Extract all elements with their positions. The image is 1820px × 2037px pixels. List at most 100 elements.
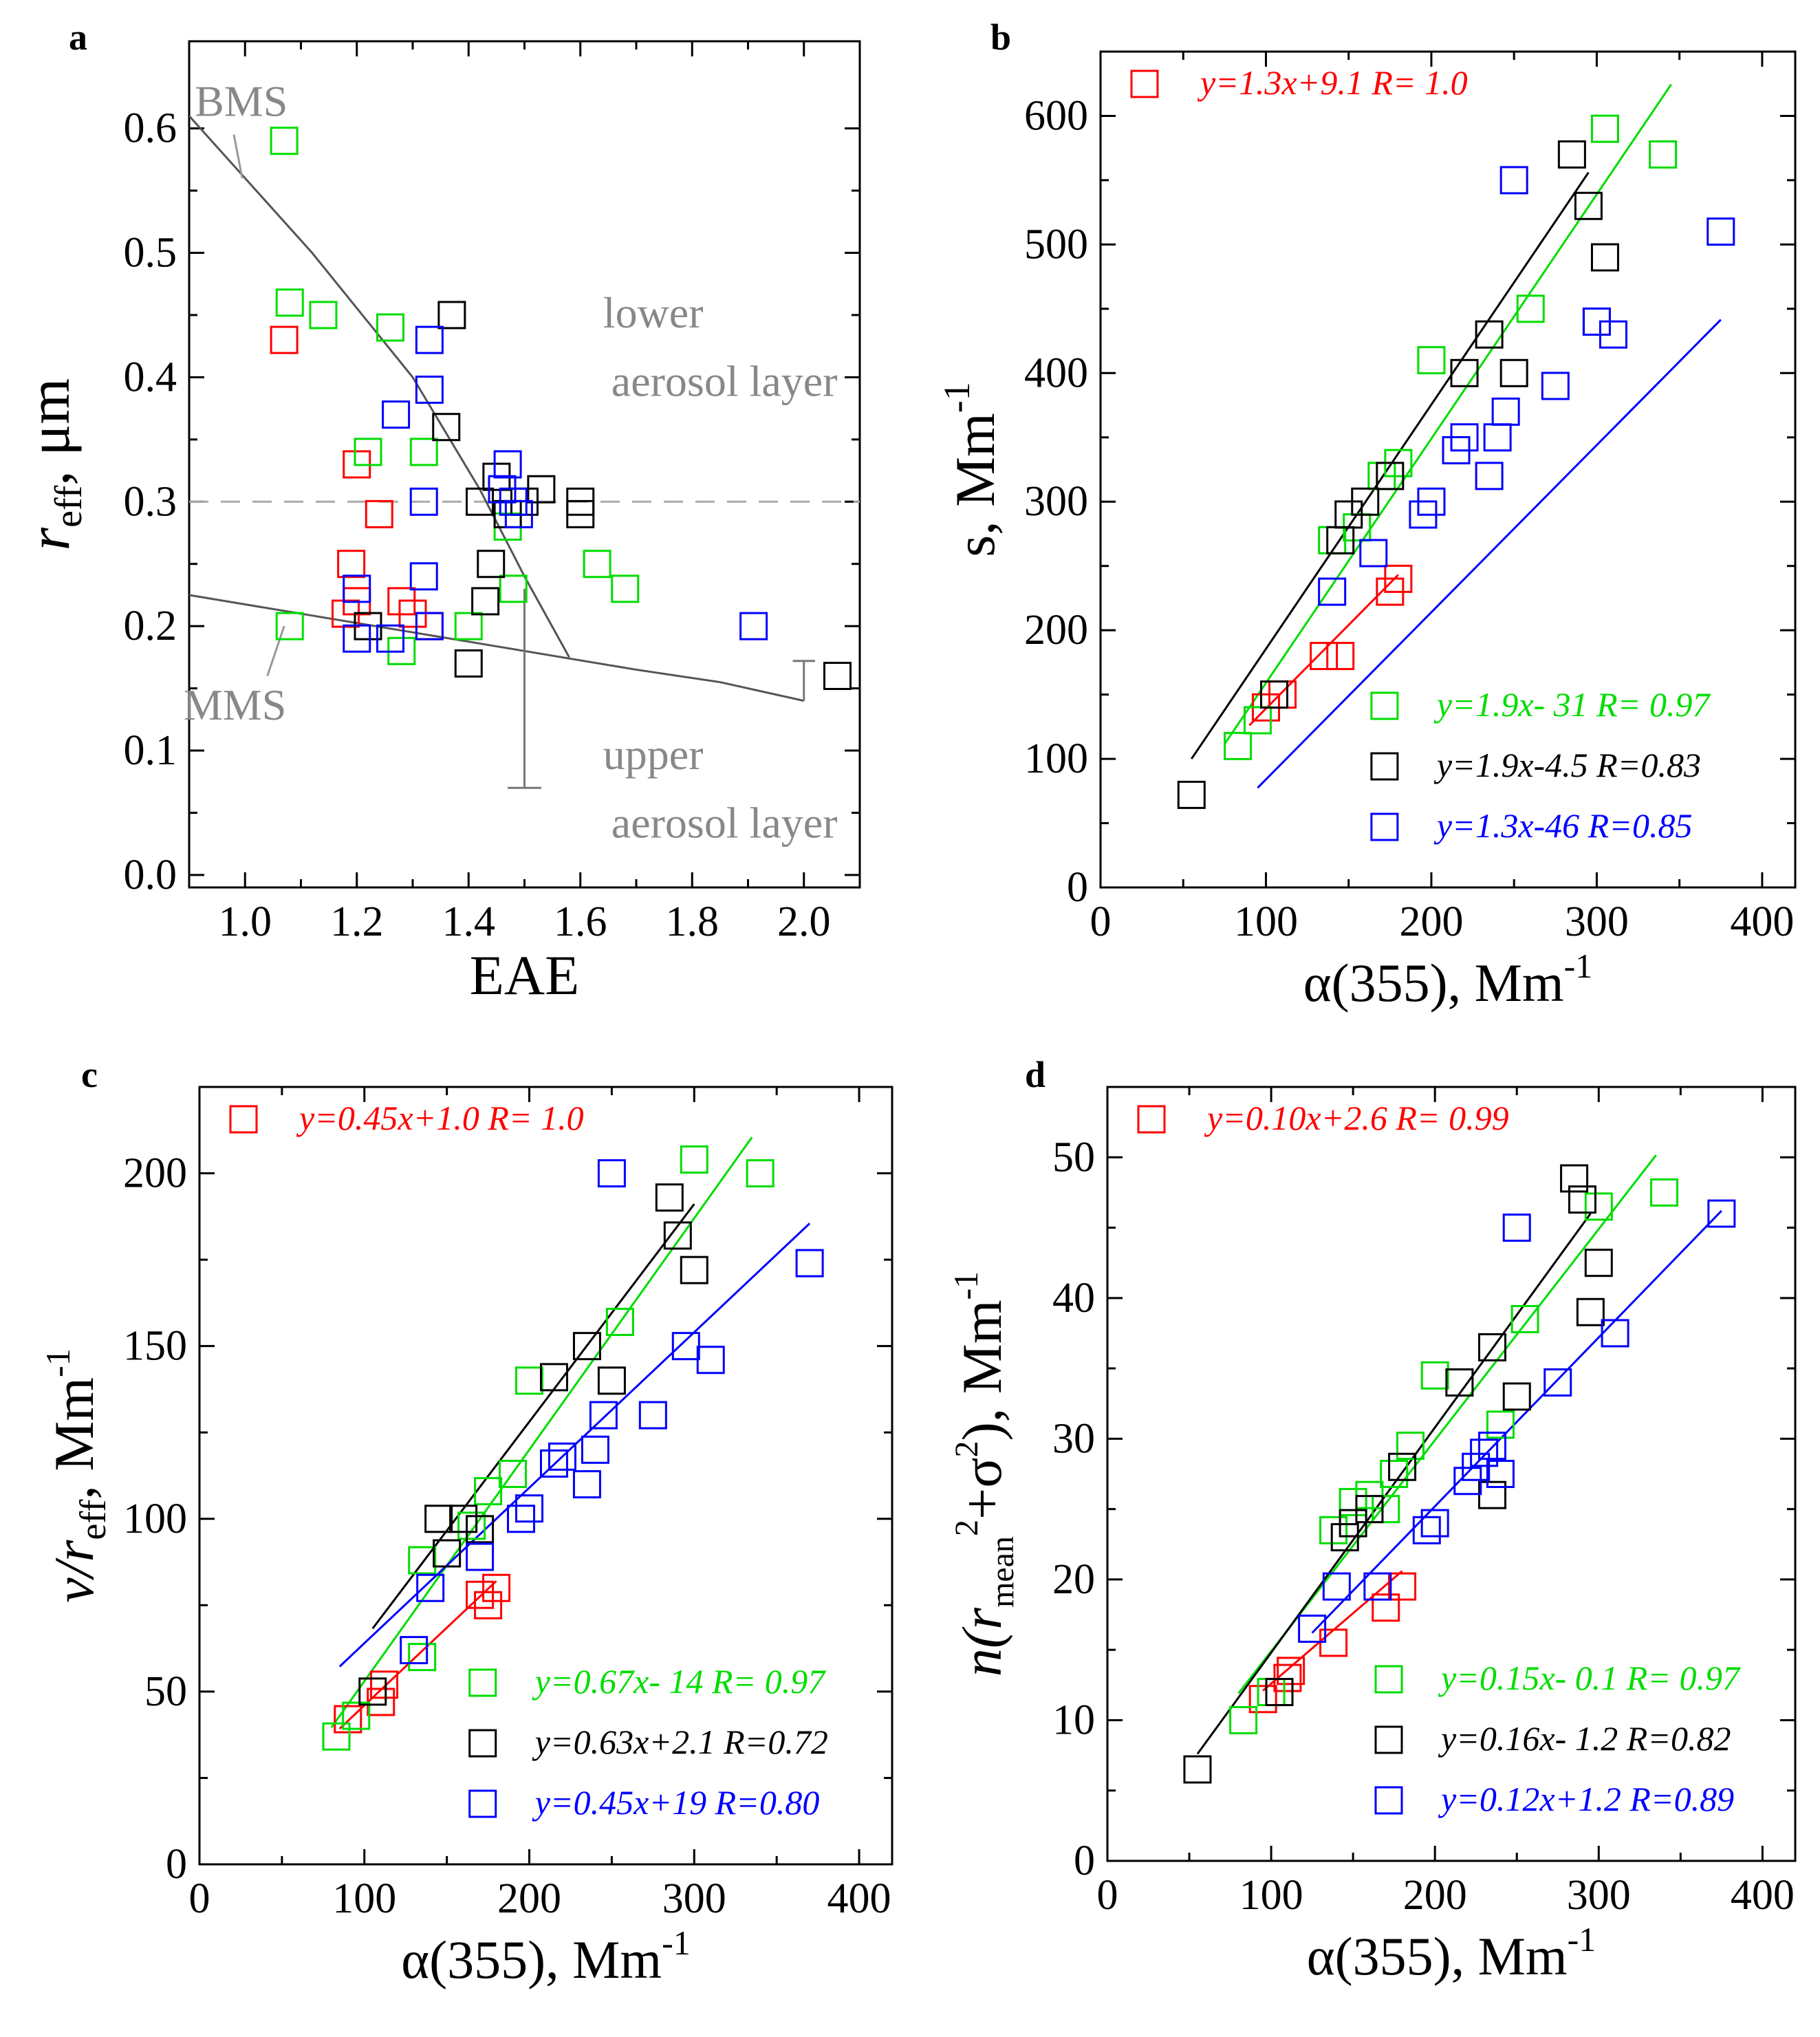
data-point: [1310, 642, 1339, 671]
data-point: [416, 1573, 445, 1602]
series-blue: [343, 325, 768, 653]
data-point: [1502, 1382, 1531, 1411]
lower-layer-label-1: lower: [603, 288, 704, 337]
data-point: [1372, 1495, 1400, 1524]
y-axis-label: reff, μm: [16, 378, 90, 551]
data-point: [655, 1183, 684, 1212]
y-tick-label: 300: [1024, 478, 1088, 525]
data-point: [342, 1701, 371, 1730]
y-axis-label-sub: mean: [984, 1536, 1021, 1608]
series-red: [334, 1573, 511, 1734]
bms-label: BMS: [195, 77, 288, 126]
data-point: [309, 301, 338, 330]
data-point: [1319, 1516, 1348, 1544]
data-point: [663, 1221, 692, 1250]
data-point: [1510, 1305, 1539, 1333]
y-axis-label-main: n(r: [951, 1607, 1013, 1677]
series-black: [354, 301, 852, 690]
data-point: [354, 438, 382, 466]
plot-frame: [1099, 50, 1797, 889]
fit-line-green: [1224, 83, 1672, 745]
y-tick-label: 0.5: [124, 230, 177, 277]
x-tick-label: 300: [1565, 898, 1629, 945]
data-point: [504, 499, 533, 528]
fit-line-green: [330, 1136, 753, 1728]
series-blue: [1298, 1199, 1736, 1643]
x-tick-label: 300: [662, 1875, 726, 1922]
x-tick-label: 100: [1234, 898, 1298, 945]
series-blue: [1318, 166, 1735, 606]
x-tick-label: 2.0: [777, 898, 831, 945]
y-tick-label: 50: [1052, 1134, 1095, 1181]
data-point: [1590, 243, 1619, 272]
legend-text-red: y=1.3x+9.1 R= 1.0: [1197, 63, 1468, 102]
data-point: [1326, 642, 1355, 671]
data-point: [454, 649, 483, 678]
data-point: [270, 325, 299, 354]
data-point: [680, 1145, 708, 1174]
data-point: [1584, 1249, 1613, 1278]
data-point: [1541, 371, 1570, 400]
data-point: [1491, 397, 1520, 426]
panel-letter: a: [69, 17, 87, 58]
legend-text-blue: y=0.45x+19 R=0.80: [532, 1783, 820, 1822]
data-point: [1483, 423, 1512, 452]
data-point: [474, 1591, 503, 1619]
data-point: [1475, 462, 1504, 491]
data-point: [1576, 1297, 1605, 1326]
y-tick-label: 500: [1024, 221, 1088, 268]
x-tick-label: 0: [189, 1875, 210, 1922]
x-tick-label: 0: [1097, 1872, 1118, 1919]
data-point: [454, 612, 483, 640]
data-point: [1388, 1452, 1417, 1481]
data-point: [400, 1636, 429, 1665]
legend-marker-green: [1370, 691, 1399, 720]
series-red: [270, 325, 444, 640]
x-tick-label: 1.4: [442, 898, 496, 945]
x-axis-label-sup: -1: [1568, 1920, 1596, 1959]
data-point: [466, 1515, 495, 1544]
data-point: [1599, 320, 1627, 349]
x-tick-label: 100: [1239, 1872, 1303, 1919]
fit-line-red: [1262, 1570, 1403, 1692]
fit-line-red: [1248, 574, 1399, 726]
x-ticks: 0 100 200 300 400: [1090, 52, 1794, 945]
fit-line-red: [338, 1580, 497, 1729]
data-point: [1396, 1432, 1424, 1461]
data-point: [409, 438, 438, 466]
x-tick-label: 1.2: [330, 898, 384, 945]
data-point: [605, 1308, 634, 1337]
y-tick-label: 200: [1024, 607, 1088, 654]
data-point: [581, 1435, 609, 1464]
data-point: [1707, 1199, 1736, 1228]
y-tick-label: 100: [1024, 735, 1088, 782]
y-axis-label: v/reff, Mm-1: [39, 1348, 113, 1602]
series-black: [1183, 1164, 1613, 1784]
data-point: [499, 1459, 528, 1488]
bms-arrow: [232, 134, 243, 179]
data-point: [1543, 1368, 1572, 1397]
data-point: [1499, 166, 1528, 195]
data-point: [1359, 539, 1388, 568]
x-tick-label: 200: [1403, 1872, 1467, 1919]
y-tick-label: 400: [1024, 349, 1088, 396]
y-axis-label: s, Mm-1: [936, 382, 1006, 557]
data-point: [1557, 140, 1586, 169]
data-point: [1243, 706, 1272, 735]
data-point: [1376, 462, 1405, 491]
upper-layer-label-2: aerosol layer: [611, 799, 838, 848]
y-axis-label-main: v/r: [43, 1540, 105, 1603]
fit-line-blue: [1311, 1209, 1722, 1634]
x-tick-label: 100: [332, 1875, 396, 1922]
data-point: [408, 1546, 437, 1575]
data-point: [370, 1670, 399, 1699]
legend-top: y=0.45x+1.0 R= 1.0: [229, 1099, 584, 1137]
data-point: [1486, 1460, 1515, 1488]
data-point: [1450, 358, 1479, 387]
mms-label: MMS: [184, 680, 286, 729]
y-ticks: 0 10 20 30 40 50: [1052, 1134, 1795, 1884]
plot-frame: [198, 1086, 893, 1866]
data-point: [1229, 1705, 1258, 1734]
data-point: [474, 1477, 503, 1506]
x-axis-label-main: α(355), Mm: [401, 1930, 662, 1990]
